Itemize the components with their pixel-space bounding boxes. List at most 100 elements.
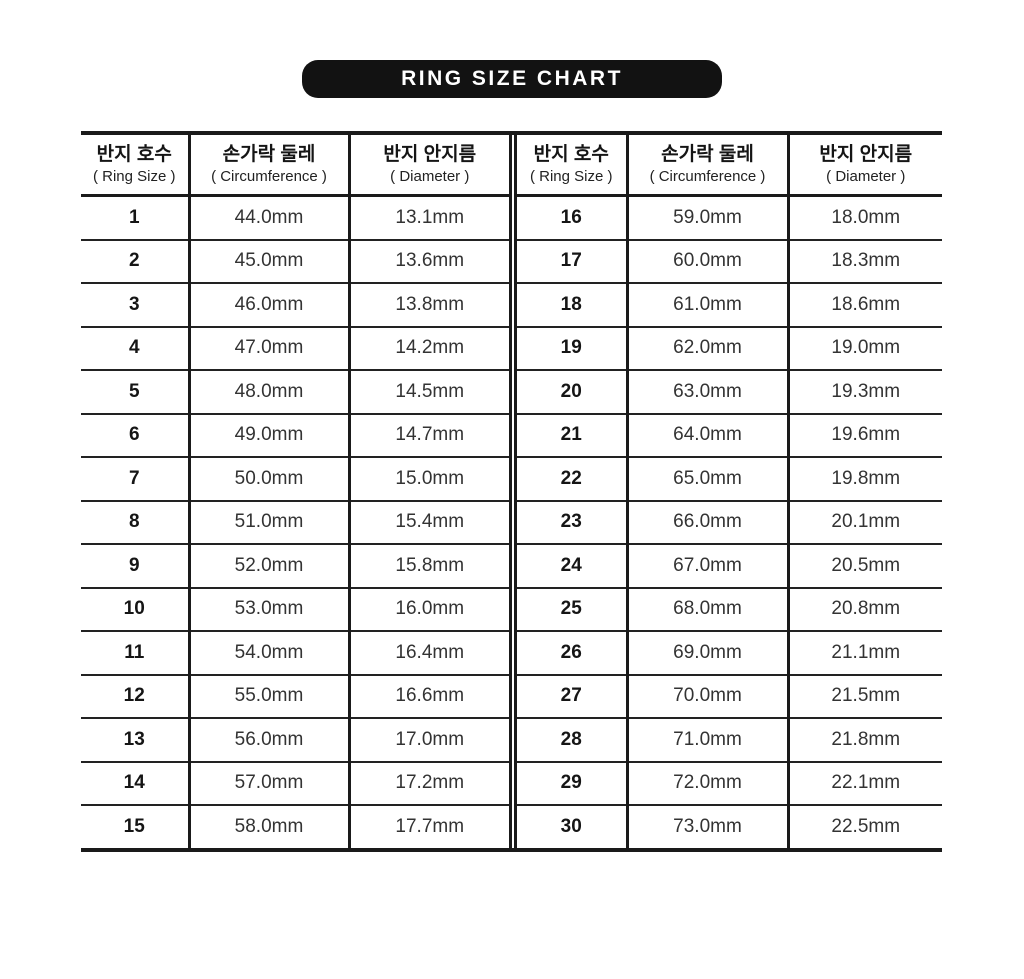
table-row: 28 71.0mm 21.8mm <box>517 718 942 763</box>
col-header-circumference-en: ( Circumference ) <box>211 168 327 186</box>
table-row: 5 48.0mm 14.5mm <box>81 370 509 415</box>
diameter-cell: 13.1mm <box>347 195 509 241</box>
table-row: 8 51.0mm 15.4mm <box>81 500 509 545</box>
diameter-cell: 19.6mm <box>786 413 942 458</box>
size-cell: 18 <box>517 283 627 328</box>
table-row: 18 61.0mm 18.6mm <box>517 283 942 328</box>
page: RING SIZE CHART 반지 호수 ( Ring Size ) 손가락 … <box>0 60 1024 852</box>
size-cell: 27 <box>517 674 627 719</box>
table-row: 14 57.0mm 17.2mm <box>81 761 509 806</box>
col-header-ring-size: 반지 호수 ( Ring Size ) <box>81 135 189 197</box>
diameter-cell: 20.5mm <box>786 544 942 589</box>
diameter-cell: 22.5mm <box>786 805 942 848</box>
table-body-right: 16 59.0mm 18.0mm 17 60.0mm 18.3mm 18 61.0mm 18.6… <box>517 195 942 848</box>
col-header-ring-size-en: ( Ring Size ) <box>92 168 176 186</box>
circumference-cell: 60.0mm <box>625 239 788 284</box>
diameter-cell: 22.1mm <box>786 761 942 806</box>
circumference-cell: 65.0mm <box>625 457 788 502</box>
diameter-cell: 18.0mm <box>786 195 942 241</box>
table-row: 22 65.0mm 19.8mm <box>517 457 942 502</box>
header-row: 반지 호수 ( Ring Size ) 손가락 둘레 ( Circumferen… <box>517 135 942 197</box>
table-row: 23 66.0mm 20.1mm <box>517 500 942 545</box>
diameter-cell: 13.8mm <box>347 283 509 328</box>
table-row: 12 55.0mm 16.6mm <box>81 674 509 719</box>
size-cell: 4 <box>81 326 189 371</box>
diameter-cell: 19.0mm <box>786 326 942 371</box>
col-header-diameter-en: ( Diameter ) <box>390 168 470 186</box>
diameter-cell: 13.6mm <box>347 239 509 284</box>
size-cell: 23 <box>517 500 627 545</box>
circumference-cell: 64.0mm <box>625 413 788 458</box>
ring-size-table-left: 반지 호수 ( Ring Size ) 손가락 둘레 ( Circumferen… <box>81 135 509 848</box>
table-row: 1 44.0mm 13.1mm <box>81 195 509 241</box>
size-cell: 15 <box>123 815 145 837</box>
circumference-cell: 63.0mm <box>625 370 788 415</box>
table-row: 19 62.0mm 19.0mm <box>517 326 942 371</box>
size-cell: 25 <box>517 587 627 632</box>
size-cell: 1 <box>81 195 189 241</box>
circumference-cell: 55.0mm <box>187 674 349 719</box>
size-cell: 11 <box>81 631 189 676</box>
col-header-ring-size-ko: 반지 호수 <box>96 143 172 165</box>
diameter-cell: 21.1mm <box>786 631 942 676</box>
size-cell: 10 <box>81 587 189 632</box>
table-row: 15 58.0mm 17.7mm <box>81 805 509 848</box>
col-header-ring-size-en: ( Ring Size ) <box>529 168 613 186</box>
diameter-cell: 18.3mm <box>786 239 942 284</box>
table-row: 3 46.0mm 13.8mm <box>81 283 509 328</box>
table-row: 20 63.0mm 19.3mm <box>517 370 942 415</box>
diameter-cell: 20.8mm <box>786 587 942 632</box>
size-cell: 14 <box>81 761 189 806</box>
table-row: 30 73.0mm 22.5mm <box>517 805 942 848</box>
size-cell: 12 <box>81 674 189 719</box>
ring-size-table: 반지 호수 ( Ring Size ) 손가락 둘레 ( Circumferen… <box>81 131 942 852</box>
size-cell: 20 <box>517 370 627 415</box>
table-row: 4 47.0mm 14.2mm <box>81 326 509 371</box>
col-header-diameter: 반지 안지름 ( Diameter ) <box>786 135 942 197</box>
circumference-cell: 48.0mm <box>187 370 349 415</box>
table-row: 27 70.0mm 21.5mm <box>517 674 942 719</box>
size-cell: 7 <box>81 457 189 502</box>
table-row: 10 53.0mm 16.0mm <box>81 587 509 632</box>
col-header-circumference: 손가락 둘레 ( Circumference ) <box>187 135 349 197</box>
diameter-cell: 21.8mm <box>786 718 942 763</box>
circumference-cell: 44.0mm <box>187 195 349 241</box>
table-row: 11 54.0mm 16.4mm <box>81 631 509 676</box>
col-header-diameter-en: ( Diameter ) <box>826 168 906 186</box>
circumference-cell: 62.0mm <box>625 326 788 371</box>
size-cell: 29 <box>517 761 627 806</box>
size-cell: 28 <box>517 718 627 763</box>
circumference-cell: 54.0mm <box>187 631 349 676</box>
circumference-cell: 59.0mm <box>625 195 788 241</box>
title-pill: RING SIZE CHART <box>302 60 722 98</box>
table-body-left: 1 44.0mm 13.1mm 2 45.0mm 13.6mm 3 46.0mm 13.8mm 4… <box>81 195 509 848</box>
diameter-cell: 15.0mm <box>347 457 509 502</box>
circumference-cell: 70.0mm <box>625 674 788 719</box>
circumference-cell: 71.0mm <box>625 718 788 763</box>
circumference-cell: 47.0mm <box>187 326 349 371</box>
diameter-cell: 19.3mm <box>786 370 942 415</box>
header-row: 반지 호수 ( Ring Size ) 손가락 둘레 ( Circumferen… <box>81 135 509 197</box>
size-cell: 26 <box>517 631 627 676</box>
size-cell: 6 <box>81 413 189 458</box>
size-cell: 19 <box>517 326 627 371</box>
circumference-cell: 69.0mm <box>625 631 788 676</box>
circumference-cell: 66.0mm <box>625 500 788 545</box>
size-cell: 21 <box>517 413 627 458</box>
circumference-cell: 61.0mm <box>625 283 788 328</box>
circumference-cell: 51.0mm <box>187 500 349 545</box>
diameter-cell: 17.0mm <box>347 718 509 763</box>
table-row: 13 56.0mm 17.0mm <box>81 718 509 763</box>
table-divider <box>509 135 517 848</box>
table-row: 7 50.0mm 15.0mm <box>81 457 509 502</box>
diameter-cell: 15.8mm <box>347 544 509 589</box>
col-header-ring-size: 반지 호수 ( Ring Size ) <box>517 135 627 197</box>
diameter-cell: 15.4mm <box>347 500 509 545</box>
size-cell: 22 <box>517 457 627 502</box>
size-cell: 8 <box>81 500 189 545</box>
col-header-circumference-ko: 손가락 둘레 <box>661 143 754 165</box>
diameter-cell: 17.7mm <box>347 805 509 848</box>
table-row: 24 67.0mm 20.5mm <box>517 544 942 589</box>
circumference-cell: 68.0mm <box>625 587 788 632</box>
table-row: 17 60.0mm 18.3mm <box>517 239 942 284</box>
